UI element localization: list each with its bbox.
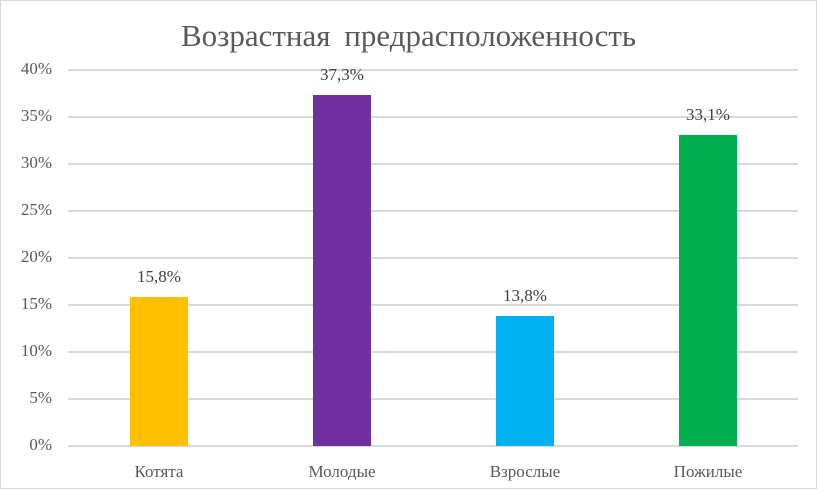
data-label: 37,3% [320, 65, 364, 85]
data-label: 33,1% [686, 104, 730, 124]
chart-title: Возрастная предрасположенность [180, 18, 637, 53]
gridline [68, 257, 798, 259]
x-category-label: Молодые [308, 462, 376, 481]
gridline [68, 210, 798, 212]
gridline [68, 351, 798, 353]
gridline [68, 398, 798, 400]
x-category-label: Пожилые [673, 462, 743, 481]
bar-3 [496, 316, 554, 446]
gridline [68, 116, 798, 118]
gridline [68, 445, 798, 447]
data-label: 13,8% [503, 286, 547, 306]
y-tick-label: 15% [20, 294, 52, 313]
y-tick-label: 5% [29, 388, 52, 407]
bar-4 [679, 134, 737, 446]
bar-2 [313, 95, 371, 446]
y-tick-label: 0% [29, 435, 52, 454]
y-tick-label: 20% [20, 247, 52, 266]
gridline [68, 69, 798, 71]
gridline [68, 304, 798, 306]
y-tick-label: 10% [20, 341, 52, 360]
gridline [68, 163, 798, 165]
x-category-label: Взрослые [489, 462, 561, 481]
bar-1 [130, 297, 188, 446]
x-category-label: Котята [134, 462, 184, 481]
y-tick-label: 40% [20, 59, 52, 78]
y-tick-label: 25% [20, 200, 52, 219]
y-tick-label: 35% [20, 106, 52, 125]
y-tick-label: 30% [20, 153, 52, 172]
data-label: 15,8% [137, 267, 181, 287]
